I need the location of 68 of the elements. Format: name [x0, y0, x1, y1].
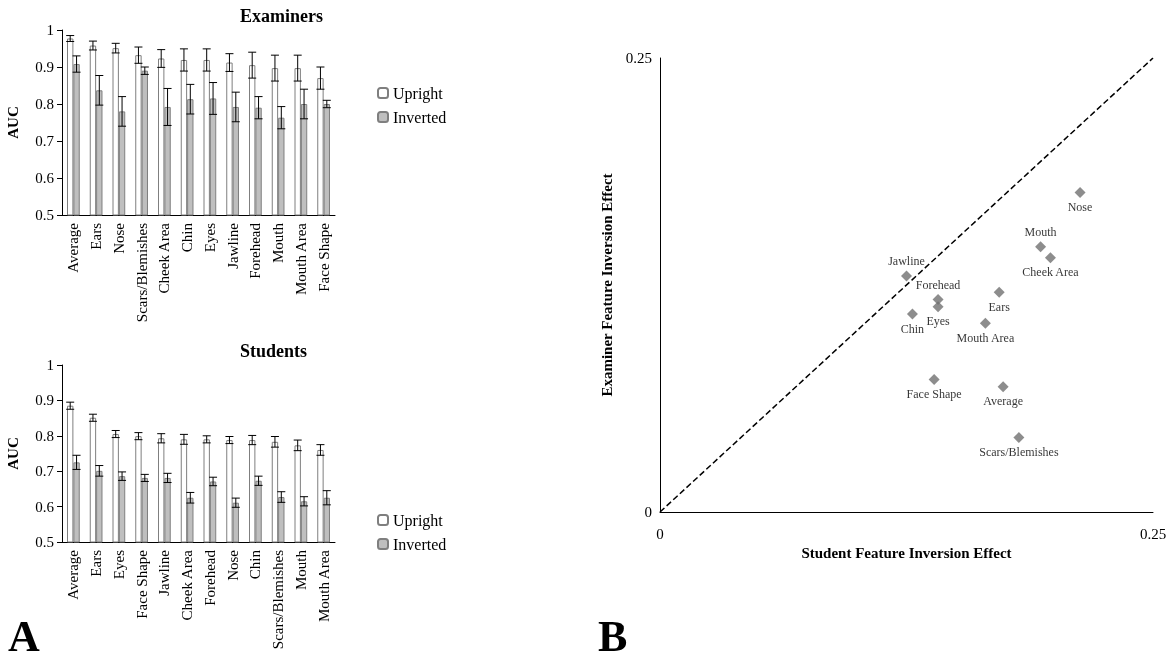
x-tick-label: Eyes: [201, 222, 218, 253]
y-tick-label: 1: [46, 357, 54, 373]
series-label: Ears: [988, 299, 1011, 314]
x-tick-label: Scars/Blemishes: [133, 222, 150, 323]
x-tick-label: Ears: [88, 222, 105, 250]
chart-title: Examiners: [240, 6, 323, 26]
point: [997, 381, 1009, 393]
chart-title: Students: [240, 341, 308, 361]
y-tick-label: 0.5: [35, 207, 54, 223]
x-tick-label: Ears: [88, 549, 105, 577]
x-tick-label: Scars/Blemishes: [270, 549, 287, 650]
x-tick-label: Face Shape: [315, 222, 332, 292]
point: [1074, 186, 1086, 198]
point: [1013, 432, 1025, 444]
point: [993, 286, 1005, 298]
point: [906, 308, 918, 320]
y-tick-label: 0.7: [35, 133, 55, 149]
point: [1035, 241, 1047, 253]
y-axis-title: AUC: [4, 437, 21, 470]
point: [1044, 252, 1056, 264]
series-label: Mouth Area: [956, 330, 1015, 345]
legend-label: Inverted: [393, 108, 447, 126]
text: B: [598, 611, 628, 661]
x-tick-label: Mouth: [292, 549, 309, 591]
legend-label: Inverted: [393, 535, 447, 553]
x-tick-label: Mouth Area: [292, 222, 309, 296]
x-tick-label: Nose: [110, 222, 127, 254]
y-tick-label: 0.6: [35, 170, 55, 186]
legend-label: Upright: [393, 84, 444, 103]
y-tick-label: 0.5: [35, 534, 54, 550]
x-tick-label: Cheek Area: [156, 222, 173, 294]
series-label: Chin: [900, 321, 925, 336]
series-label: Eyes: [926, 314, 951, 329]
text: A: [8, 611, 40, 661]
point: [979, 317, 991, 329]
y-tick-label: 0.9: [35, 392, 54, 409]
series-label: Scars/Blemishes: [979, 445, 1059, 460]
x-tick-label: Jawline: [156, 549, 173, 596]
x-tick-label: Nose: [224, 549, 241, 581]
series-label: Average: [983, 394, 1023, 409]
x-tick-label: Cheek Area: [179, 549, 196, 621]
point: [901, 270, 912, 282]
x-tick-label: Chin: [179, 222, 196, 253]
series-label: Nose: [1067, 199, 1093, 214]
x-tick-label: Mouth Area: [315, 549, 332, 623]
y-tick-label: 0.6: [35, 498, 55, 515]
series-label: Face Shape: [906, 386, 962, 401]
x-tick-label: Face Shape: [133, 549, 150, 619]
point: [932, 301, 944, 313]
y-tick-label: 0.9: [35, 59, 54, 75]
y-axis-title: AUC: [4, 106, 21, 139]
x-tick-label: Chin: [247, 549, 264, 580]
point: [928, 373, 940, 385]
legend-label: Upright: [393, 511, 444, 530]
x-tick-label: Forehead: [201, 549, 218, 606]
x-tick-label: Jawline: [224, 222, 241, 269]
x-tick-label: Forehead: [247, 222, 264, 279]
y-tick-label: 1: [46, 22, 54, 38]
y-tick-label: 0.8: [35, 427, 54, 444]
x-tick-label: Eyes: [110, 549, 127, 580]
x-tick-label: Average: [65, 549, 82, 600]
y-axis-title: Examiner Feature Inversion Effect: [599, 173, 616, 397]
x-tick-label: Mouth: [270, 222, 287, 264]
y-tick-label: 0.8: [35, 96, 54, 112]
x-tick-label: Average: [65, 222, 82, 273]
point: [932, 294, 944, 306]
x-axis-title: Student Feature Inversion Effect: [801, 545, 1012, 562]
y-tick-label: 0.7: [35, 463, 55, 480]
